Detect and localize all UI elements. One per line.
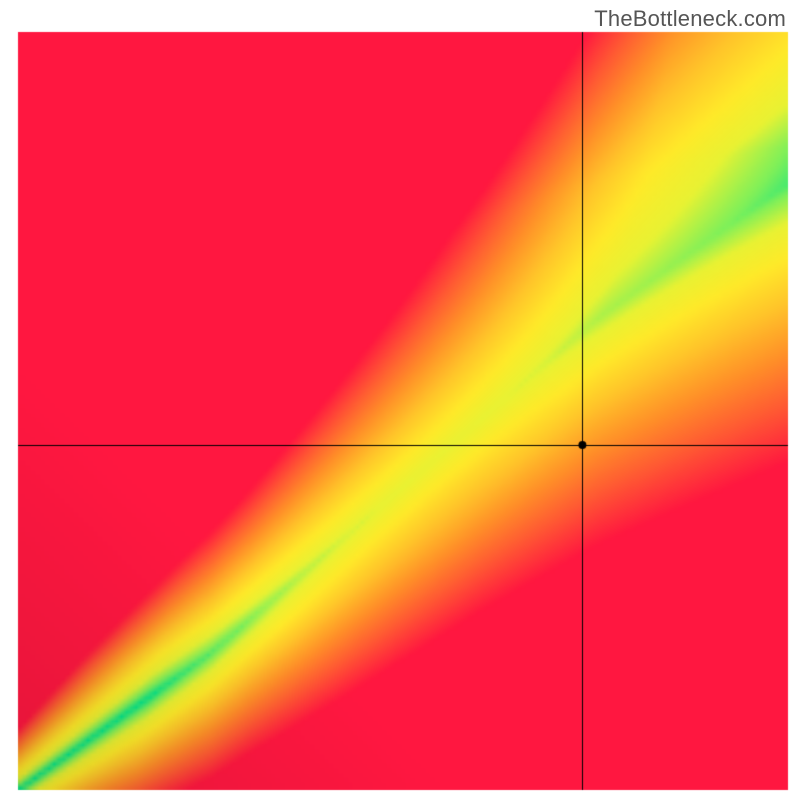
bottleneck-heatmap	[0, 0, 800, 800]
watermark-text: TheBottleneck.com	[594, 6, 786, 32]
chart-container: TheBottleneck.com	[0, 0, 800, 800]
